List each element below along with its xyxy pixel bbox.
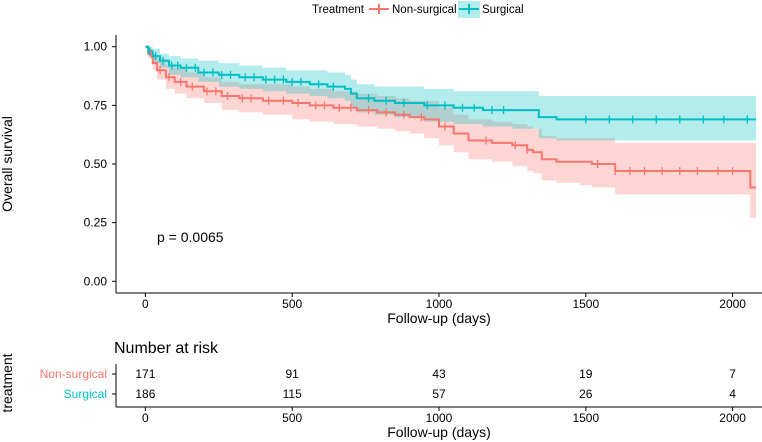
x-axis-label: Follow-up (days): [387, 310, 490, 326]
risk-cell: 19: [579, 367, 593, 381]
x-tick-label: 2000: [719, 411, 746, 425]
risk-cell: 4: [729, 387, 736, 401]
risk-cell: 26: [579, 387, 593, 401]
risk-cell: 91: [286, 367, 300, 381]
risk-table-x-label: Follow-up (days): [387, 424, 490, 440]
x-tick-label: 2000: [719, 297, 746, 311]
x-tick-label: 1500: [572, 411, 599, 425]
risk-cell: 171: [135, 367, 155, 381]
risk-row-label-non-surgical: Non-surgical: [40, 367, 107, 381]
x-tick-label: 1000: [426, 411, 453, 425]
legend-label-non-surgical: Non-surgical: [392, 4, 457, 16]
x-tick-label: 0: [142, 411, 149, 425]
risk-cell: 7: [729, 367, 736, 381]
p-value-annotation: p = 0.0065: [157, 229, 224, 245]
x-axis-ticks: 0 500 1000 1500 2000: [142, 293, 746, 311]
legend: Treatment Non-surgical Surgical: [312, 1, 524, 18]
censor-marks: [149, 47, 748, 175]
risk-table-x-ticks: 0 500 1000 1500 2000: [142, 407, 746, 425]
x-tick-label: 1000: [426, 297, 453, 311]
risk-cell: 57: [432, 387, 446, 401]
survival-curve-surgical: [145, 45, 757, 121]
y-axis-label: Overall survival: [0, 116, 15, 212]
risk-cell: 115: [283, 387, 302, 401]
survival-plot: 0.00 0.25 0.50 0.75 1.00 0 500 1000 1500 2000 Fo…: [0, 35, 762, 326]
legend-label-surgical: Surgical: [482, 4, 524, 16]
survival-curve-non-surgical: [145, 45, 757, 189]
y-tick-label: 0.00: [84, 274, 108, 288]
risk-cell: 186: [135, 387, 155, 401]
y-tick-label: 0.75: [84, 98, 108, 112]
risk-table-title: Number at risk: [114, 340, 219, 357]
ci-band-non-surgical: [145, 46, 757, 218]
risk-row-label-surgical: Surgical: [64, 387, 107, 401]
survival-curves: [145, 45, 757, 189]
risk-table-y-label: treatment: [0, 353, 15, 412]
x-tick-label: 500: [282, 411, 302, 425]
ci-band-surgical: [145, 46, 757, 141]
legend-title: Treatment: [312, 4, 365, 16]
risk-cell: 43: [432, 367, 446, 381]
x-tick-label: 0: [142, 297, 149, 311]
risk-table: Number at risk treatment Non-surgical Su…: [0, 340, 762, 440]
y-tick-label: 0.25: [84, 216, 108, 230]
y-tick-label: 1.00: [84, 40, 108, 54]
y-tick-label: 0.50: [84, 157, 108, 171]
y-axis-ticks: 0.00 0.25 0.50 0.75 1.00: [84, 40, 116, 288]
x-tick-label: 500: [282, 297, 302, 311]
risk-table-cells: 171 91 43 19 7 186 115 57 26 4: [135, 367, 736, 401]
x-tick-label: 1500: [572, 297, 599, 311]
confidence-bands: [145, 46, 757, 218]
